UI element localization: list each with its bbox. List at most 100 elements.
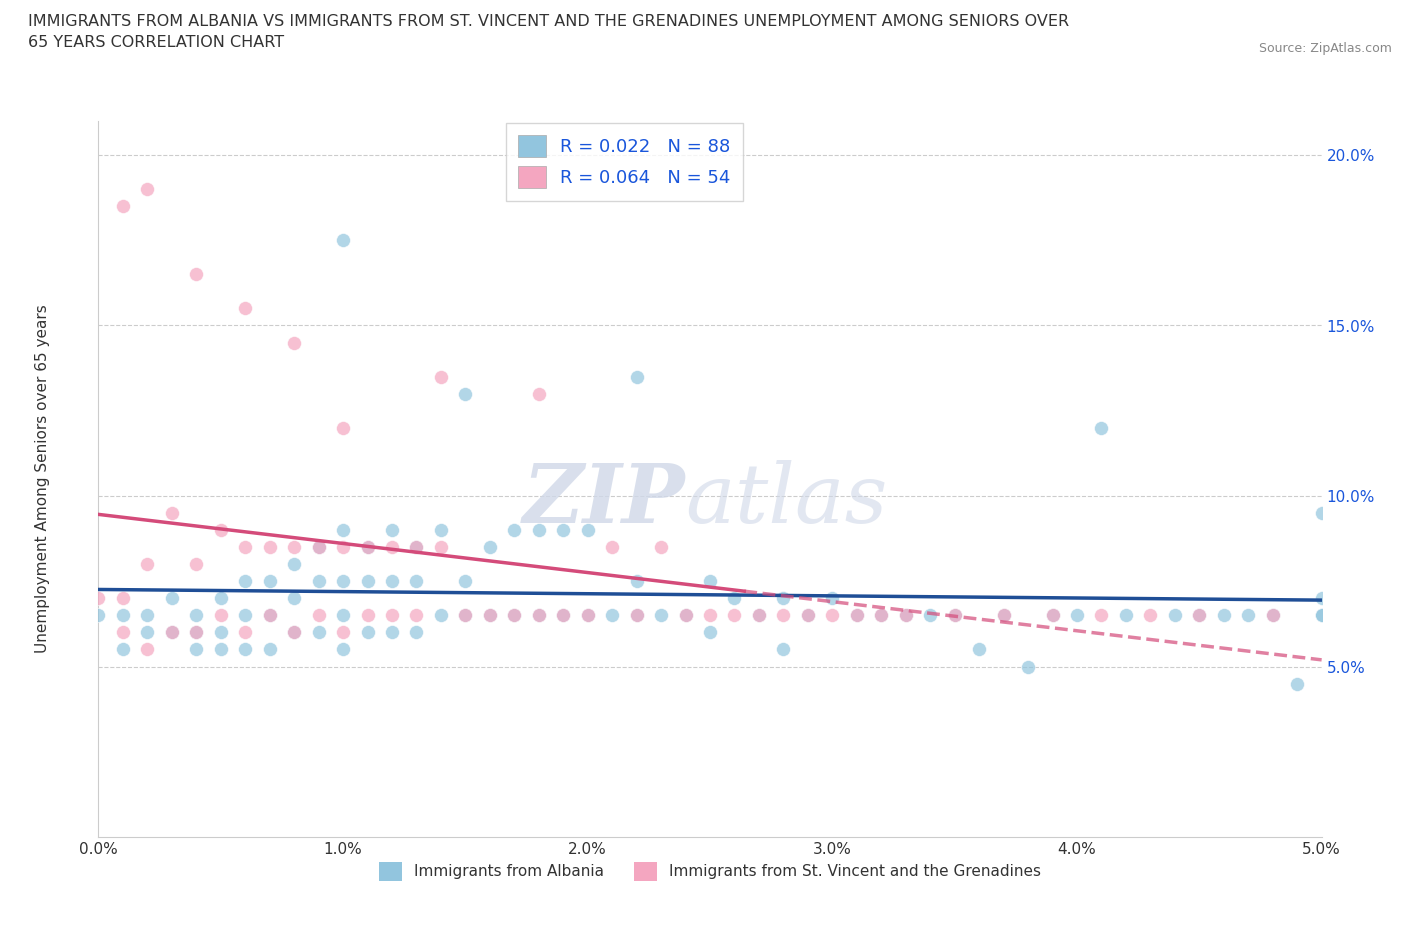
Point bbox=[1017, 659, 1039, 674]
Point bbox=[1188, 608, 1211, 623]
Point bbox=[356, 574, 378, 589]
Point bbox=[478, 608, 501, 623]
Point bbox=[527, 523, 550, 538]
Point bbox=[332, 625, 354, 640]
Point bbox=[136, 181, 159, 196]
Point bbox=[259, 539, 281, 554]
Point bbox=[626, 574, 648, 589]
Point bbox=[332, 642, 354, 657]
Point bbox=[283, 625, 305, 640]
Y-axis label: Unemployment Among Seniors over 65 years: Unemployment Among Seniors over 65 years bbox=[35, 305, 49, 653]
Point bbox=[209, 523, 232, 538]
Point bbox=[527, 608, 550, 623]
Point bbox=[894, 608, 917, 623]
Point bbox=[503, 523, 526, 538]
Point bbox=[553, 523, 575, 538]
Point bbox=[797, 608, 820, 623]
Point bbox=[699, 574, 721, 589]
Point bbox=[723, 591, 745, 605]
Point bbox=[160, 591, 183, 605]
Point bbox=[186, 557, 208, 572]
Point bbox=[283, 335, 305, 350]
Text: IMMIGRANTS FROM ALBANIA VS IMMIGRANTS FROM ST. VINCENT AND THE GRENADINES UNEMPL: IMMIGRANTS FROM ALBANIA VS IMMIGRANTS FR… bbox=[28, 14, 1069, 50]
Point bbox=[967, 642, 990, 657]
Point bbox=[478, 539, 501, 554]
Point bbox=[748, 608, 770, 623]
Point bbox=[381, 523, 404, 538]
Point bbox=[1115, 608, 1137, 623]
Point bbox=[233, 539, 256, 554]
Point bbox=[259, 574, 281, 589]
Point bbox=[381, 625, 404, 640]
Point bbox=[723, 608, 745, 623]
Point bbox=[233, 642, 256, 657]
Point bbox=[283, 625, 305, 640]
Point bbox=[772, 608, 794, 623]
Point bbox=[136, 608, 159, 623]
Point bbox=[259, 608, 281, 623]
Point bbox=[527, 386, 550, 401]
Point bbox=[772, 642, 794, 657]
Point bbox=[259, 608, 281, 623]
Point bbox=[527, 608, 550, 623]
Point bbox=[454, 574, 477, 589]
Point bbox=[1066, 608, 1088, 623]
Point bbox=[1310, 591, 1333, 605]
Point bbox=[920, 608, 942, 623]
Point bbox=[233, 608, 256, 623]
Point bbox=[283, 557, 305, 572]
Text: atlas: atlas bbox=[686, 460, 889, 540]
Point bbox=[111, 642, 134, 657]
Point bbox=[308, 539, 330, 554]
Point bbox=[993, 608, 1015, 623]
Point bbox=[845, 608, 868, 623]
Point bbox=[186, 642, 208, 657]
Point bbox=[209, 642, 232, 657]
Point bbox=[943, 608, 966, 623]
Point bbox=[600, 608, 623, 623]
Point bbox=[332, 232, 354, 247]
Point bbox=[332, 539, 354, 554]
Point bbox=[1164, 608, 1187, 623]
Point bbox=[943, 608, 966, 623]
Point bbox=[111, 591, 134, 605]
Point bbox=[332, 523, 354, 538]
Point bbox=[233, 574, 256, 589]
Point bbox=[748, 608, 770, 623]
Point bbox=[405, 539, 427, 554]
Point bbox=[283, 539, 305, 554]
Point bbox=[160, 625, 183, 640]
Point bbox=[1310, 608, 1333, 623]
Point bbox=[381, 608, 404, 623]
Point bbox=[626, 369, 648, 384]
Point bbox=[186, 625, 208, 640]
Point bbox=[1139, 608, 1161, 623]
Point bbox=[381, 574, 404, 589]
Point bbox=[136, 642, 159, 657]
Point bbox=[553, 608, 575, 623]
Point bbox=[870, 608, 893, 623]
Point bbox=[209, 608, 232, 623]
Point bbox=[209, 625, 232, 640]
Point bbox=[576, 523, 599, 538]
Point bbox=[283, 591, 305, 605]
Point bbox=[111, 608, 134, 623]
Point bbox=[160, 506, 183, 521]
Point bbox=[381, 539, 404, 554]
Legend: Immigrants from Albania, Immigrants from St. Vincent and the Grenadines: Immigrants from Albania, Immigrants from… bbox=[373, 856, 1047, 886]
Point bbox=[650, 608, 672, 623]
Point bbox=[259, 642, 281, 657]
Point bbox=[1042, 608, 1064, 623]
Point bbox=[405, 608, 427, 623]
Point bbox=[186, 608, 208, 623]
Point bbox=[356, 625, 378, 640]
Point bbox=[111, 199, 134, 214]
Point bbox=[111, 625, 134, 640]
Point bbox=[1310, 506, 1333, 521]
Point bbox=[600, 539, 623, 554]
Point bbox=[356, 539, 378, 554]
Point bbox=[430, 608, 453, 623]
Point bbox=[797, 608, 820, 623]
Point bbox=[87, 591, 110, 605]
Point bbox=[626, 608, 648, 623]
